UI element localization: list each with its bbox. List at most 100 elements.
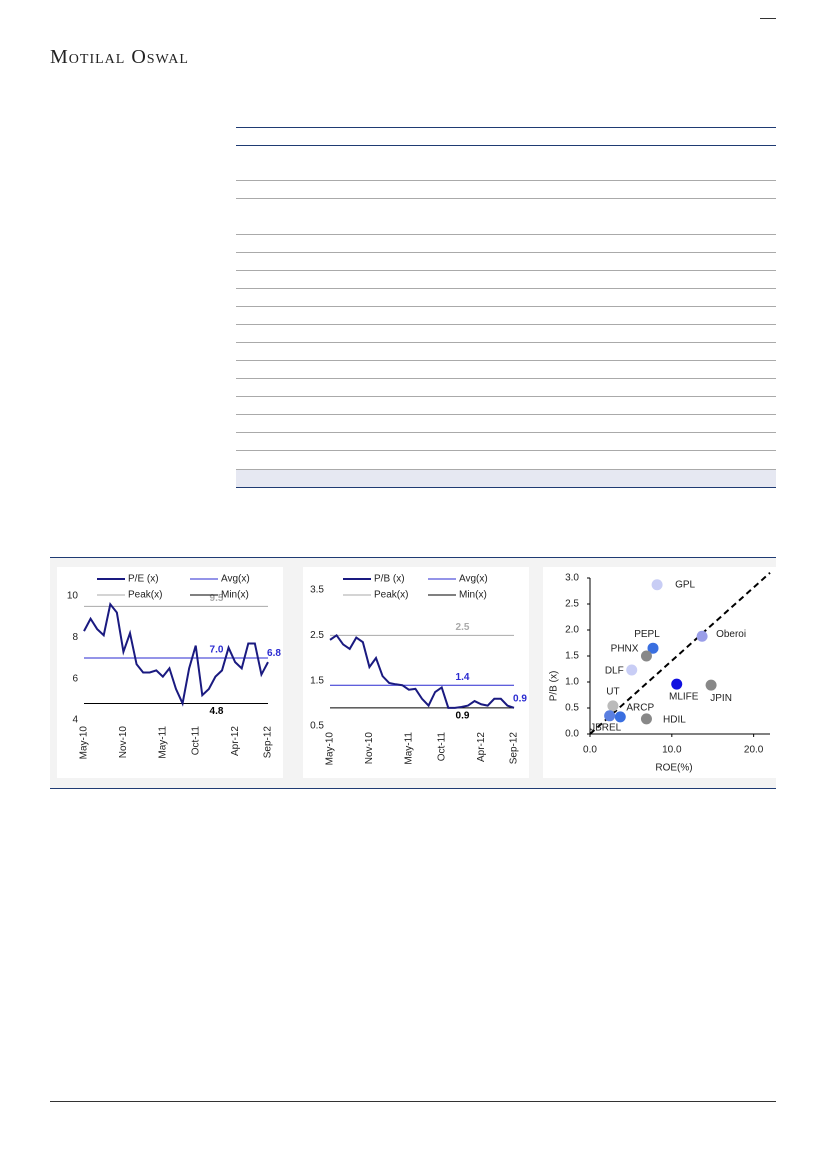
series-line (329, 633, 515, 709)
table-rule (236, 127, 776, 128)
legend-label: P/E (x) (128, 574, 159, 585)
point (607, 700, 619, 712)
y-tick-label: 1.5 (310, 675, 324, 686)
legend-label: Min(x) (459, 590, 487, 601)
table-rule (236, 450, 776, 451)
point-label: GPL (675, 579, 695, 590)
table-rule (236, 288, 776, 289)
series-line (83, 601, 269, 707)
y-tick-label: 0.5 (310, 721, 324, 732)
point (626, 664, 638, 676)
x-tick-label: Oct-11 (436, 732, 447, 762)
point (640, 650, 652, 662)
point-label: HDIL (663, 715, 686, 726)
x-tick-label: Apr-12 (230, 726, 241, 756)
y-tick-label: 10 (67, 591, 79, 602)
point-label: UT (606, 687, 619, 698)
x-tick-label: 20.0 (744, 745, 764, 756)
point-label: PHNX (611, 644, 639, 655)
point (614, 711, 626, 723)
table-rule (236, 234, 776, 235)
x-tick-label: Nov-10 (364, 732, 375, 765)
y-tick-label: 3.5 (310, 585, 324, 596)
y-tick-label: 8 (72, 632, 78, 643)
x-tick-label: Sep-12 (263, 726, 274, 759)
x-tick-label: Apr-12 (476, 732, 487, 762)
y-tick-label: 1.5 (565, 651, 579, 662)
x-axis-title: ROE(%) (655, 763, 692, 774)
reference-label: 4.8 (210, 706, 224, 717)
x-tick-label: Nov-10 (118, 726, 129, 759)
legend-label: Min(x) (221, 590, 249, 601)
table-rule (236, 378, 776, 379)
legend-label: P/B (x) (374, 574, 405, 585)
table-rule (236, 360, 776, 361)
point (647, 642, 659, 654)
end-label: 0.9 (513, 694, 527, 705)
point (671, 678, 683, 690)
reference-label: 2.5 (456, 622, 470, 633)
point-label: JBREL (590, 722, 622, 733)
y-tick-label: 2.5 (310, 630, 324, 641)
y-axis-title: P/B (x) (549, 671, 560, 702)
x-tick-label: Oct-11 (190, 726, 201, 756)
point-label: MLIFE (669, 692, 699, 703)
chart: 4 6 8 10 May-10 Nov-10 May-11 Oct-11 Apr-12 Sep-1… (57, 567, 283, 778)
table-rule (236, 324, 776, 325)
y-tick-label: 6 (72, 673, 78, 684)
point (640, 713, 652, 725)
reference-label: 0.9 (456, 711, 470, 722)
legend-label: Avg(x) (221, 574, 250, 585)
x-tick-label: May-10 (79, 726, 90, 760)
reference-label: 7.0 (210, 645, 224, 656)
y-tick-label: 2.5 (565, 599, 579, 610)
table-rule (236, 198, 776, 199)
y-tick-label: 0.0 (565, 729, 579, 740)
table-rule (236, 180, 776, 181)
x-tick-label: 0.0 (583, 745, 597, 756)
y-tick-label: 4 (72, 715, 78, 726)
end-label: 6.8 (267, 648, 281, 659)
x-tick-label: May-10 (325, 732, 336, 766)
y-tick-label: 0.5 (565, 703, 579, 714)
x-tick-label: Sep-12 (509, 732, 520, 765)
point-label: PEPL (634, 629, 660, 640)
table-rule (236, 487, 776, 488)
table-rule (236, 270, 776, 271)
table-rule (236, 252, 776, 253)
footer-rule (50, 1101, 776, 1102)
table-rule (236, 306, 776, 307)
table-rule (236, 414, 776, 415)
reference-label: 1.4 (456, 672, 470, 683)
y-tick-label: 1.0 (565, 677, 579, 688)
chart: 0.5 1.5 2.5 3.5 May-10 Nov-10 May-11 Oct-11 Apr-… (303, 567, 529, 778)
brand: Motilal Oswal (50, 46, 189, 68)
table-rule (236, 469, 776, 470)
x-tick-label: May-11 (157, 726, 168, 759)
point-label: ARCP (626, 702, 654, 713)
x-tick-label: May-11 (403, 732, 414, 765)
reference-label: 9.5 (210, 593, 224, 604)
legend-label: Avg(x) (459, 574, 488, 585)
table-rule (236, 342, 776, 343)
point (604, 710, 616, 722)
x-tick-label: 10.0 (662, 745, 682, 756)
table-rule (236, 396, 776, 397)
legend-label: Peak(x) (374, 590, 408, 601)
table-rule (236, 432, 776, 433)
y-tick-label: 3.0 (565, 573, 579, 584)
point-label: DLF (605, 666, 624, 677)
point-label: Oberoi (716, 629, 746, 640)
y-tick-label: 2.0 (565, 625, 579, 636)
chart: 0.0 0.5 1.0 1.5 2.0 2.5 3.0 0.0 10.0 20.0 ROE(%) P/… (543, 567, 776, 778)
table-rule (236, 145, 776, 146)
point (705, 679, 717, 691)
point-label: JPIN (710, 693, 732, 704)
shaded-row (236, 469, 776, 487)
point (696, 630, 708, 642)
point (651, 579, 663, 591)
top-rule (760, 18, 776, 19)
legend-label: Peak(x) (128, 590, 162, 601)
trend-line (589, 572, 771, 735)
